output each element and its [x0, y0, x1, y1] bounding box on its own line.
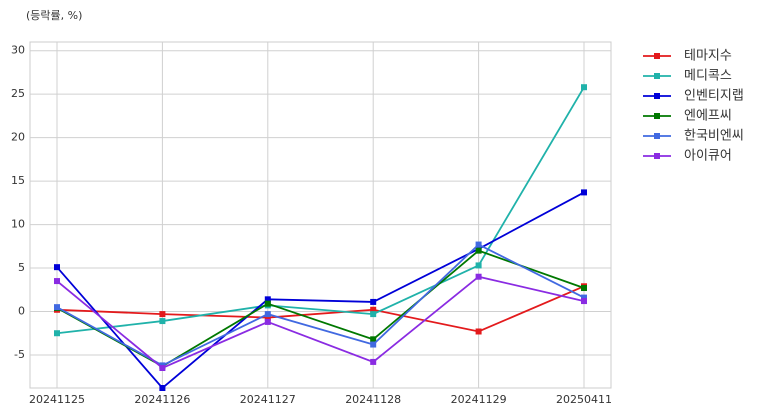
y-tick-label: 20 [11, 131, 25, 144]
point-marker [370, 298, 377, 305]
y-tick-label: -5 [14, 348, 25, 361]
legend-marker [654, 53, 660, 59]
point-marker [581, 294, 587, 301]
x-tick-label: 20241128 [345, 393, 401, 406]
legend-marker [654, 93, 660, 99]
point-marker [54, 264, 60, 271]
x-tick-label: 20250411 [556, 393, 612, 406]
legend-marker [654, 153, 660, 159]
point-marker [54, 330, 60, 337]
point-marker [581, 189, 587, 196]
y-tick-label: 30 [11, 44, 25, 57]
series-line [56, 285, 585, 333]
point-marker [581, 298, 587, 305]
y-axis-label: (등락률, %) [26, 9, 82, 22]
y-tick-label: 10 [11, 218, 25, 231]
plot-frame [29, 41, 612, 389]
point-marker [370, 358, 377, 365]
y-tick-label: 25 [11, 87, 25, 100]
legend-label: 인벤티지랩 [684, 89, 744, 104]
point-marker [159, 385, 166, 391]
legend-label: 테마지수 [684, 49, 732, 64]
point-marker [264, 300, 271, 307]
point-marker [370, 311, 377, 318]
point-marker [370, 306, 377, 313]
point-marker [159, 318, 166, 325]
point-marker [54, 278, 60, 285]
x-tick-label: 20241126 [134, 393, 190, 406]
point-marker [581, 84, 587, 91]
point-marker [159, 365, 166, 372]
series-line [56, 243, 585, 367]
legend-label: 한국비엔씨 [684, 129, 744, 144]
legend-label: 메디콕스 [684, 69, 732, 84]
point-marker [159, 311, 166, 318]
legend-label: 아이큐어 [684, 149, 732, 164]
point-marker [475, 241, 482, 248]
x-tick-label: 20241127 [240, 393, 296, 406]
series-line [56, 86, 585, 335]
point-marker [264, 314, 271, 321]
point-marker [264, 311, 271, 318]
y-tick-label: 15 [11, 174, 25, 187]
x-tick-label: 20241129 [451, 393, 507, 406]
legend-marker [654, 73, 660, 79]
point-marker [475, 328, 482, 335]
point-marker [475, 247, 482, 254]
legend-label: 엔에프씨 [684, 109, 732, 124]
legend-marker [654, 133, 660, 139]
point-marker [370, 336, 377, 343]
point-marker [475, 273, 482, 280]
y-tick-label: 5 [18, 261, 25, 274]
series-line [56, 191, 585, 390]
point-marker [264, 296, 271, 303]
point-marker [475, 262, 482, 269]
point-marker [370, 341, 377, 348]
legend-marker [654, 113, 660, 119]
y-tick-label: 0 [18, 304, 25, 317]
series-line [56, 275, 585, 370]
point-marker [264, 318, 271, 325]
point-marker [581, 285, 587, 292]
point-marker [54, 304, 60, 311]
x-tick-label: 20241125 [29, 393, 85, 406]
